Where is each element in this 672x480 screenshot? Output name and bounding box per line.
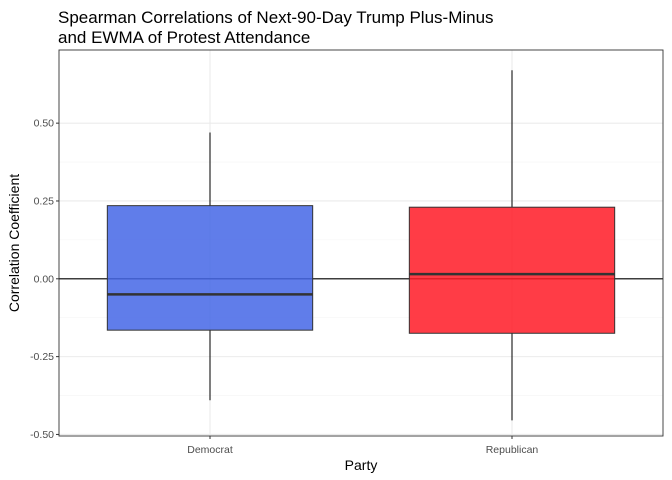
y-axis-ticks: -0.50 -0.25 0.00 0.25 0.50: [30, 118, 59, 441]
x-axis-ticks: Democrat Republican: [187, 436, 538, 456]
chart-title-line-2: and EWMA of Protest Attendance: [58, 28, 310, 47]
boxes: [106, 70, 616, 421]
x-tick-label: Democrat: [187, 444, 233, 456]
box-republican: [408, 70, 616, 421]
plot-panel: [58, 49, 664, 437]
y-tick-label: -0.25: [30, 351, 54, 363]
x-tick-label: Republican: [486, 444, 539, 456]
y-tick-label: 0.25: [34, 195, 55, 207]
y-tick-label: -0.50: [30, 429, 54, 441]
chart-title-line-1: Spearman Correlations of Next-90-Day Tru…: [58, 8, 494, 27]
panel-border: [58, 49, 664, 437]
x-axis-title: Party: [345, 457, 378, 473]
box-democrat: [106, 132, 314, 401]
y-tick-label: 0.00: [34, 273, 55, 285]
y-axis-title: Correlation Coefficient: [6, 174, 22, 312]
y-tick-label: 0.50: [34, 118, 55, 130]
box-body: [106, 205, 314, 331]
box-body: [408, 206, 616, 334]
